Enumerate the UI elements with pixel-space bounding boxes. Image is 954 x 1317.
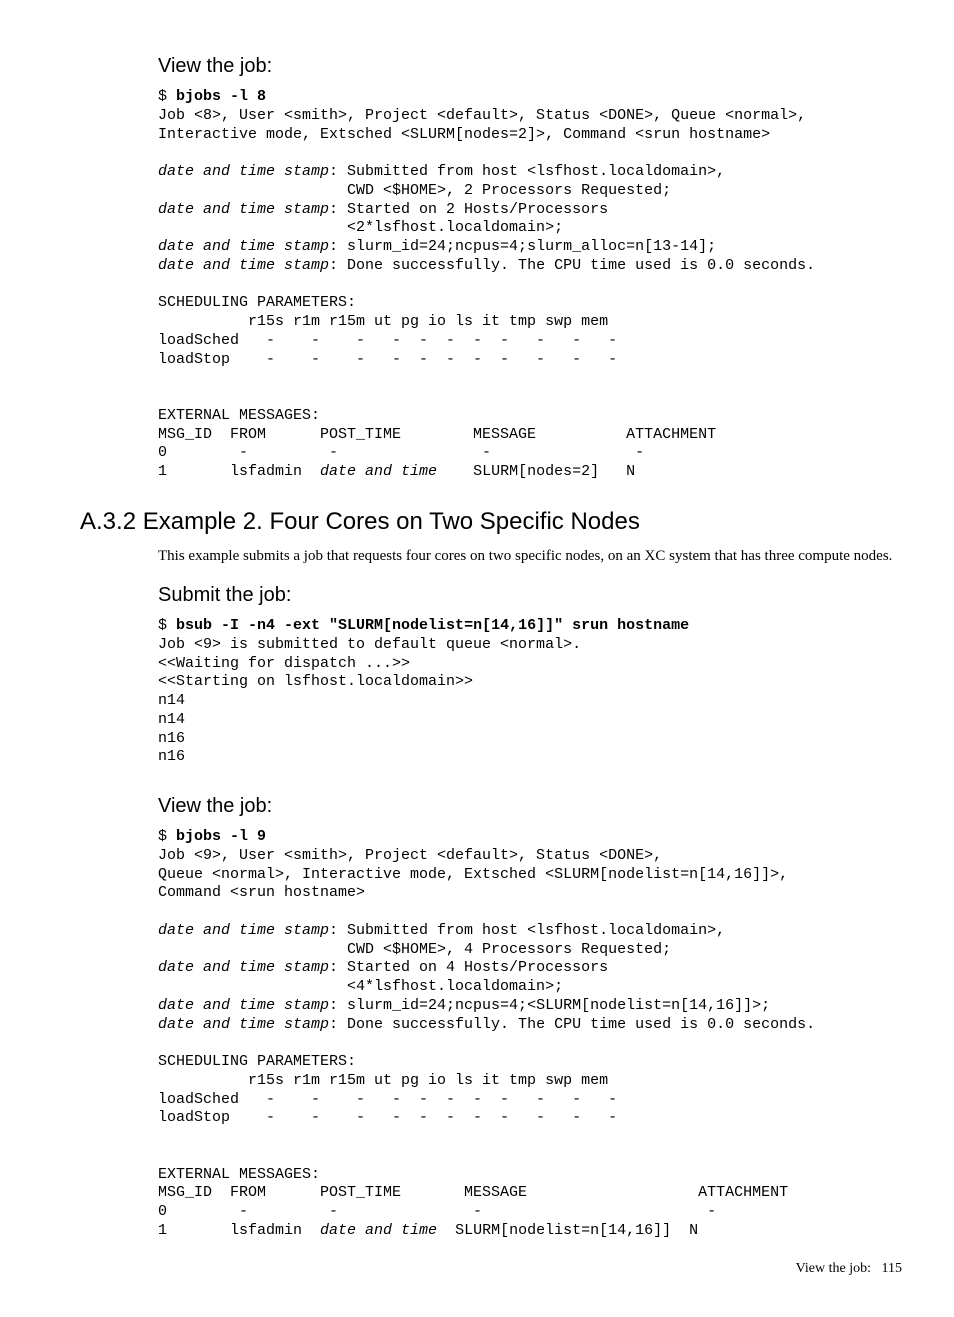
section-paragraph: This example submits a job that requests…: [158, 546, 898, 566]
view-job-heading-2: View the job:: [158, 795, 906, 818]
submit-job-heading: Submit the job:: [158, 584, 906, 607]
bjobs-output-2: $ bjobs -l 9 Job <9>, User <smith>, Proj…: [158, 828, 906, 1241]
page-footer: View the job: 115: [48, 1261, 906, 1277]
view-job-heading-1: View the job:: [158, 55, 906, 78]
footer-page-number: 115: [882, 1261, 902, 1276]
section-heading: A.3.2 Example 2. Four Cores on Two Speci…: [80, 508, 906, 536]
footer-section-label: View the job:: [796, 1261, 871, 1276]
section-title-text: Example 2. Four Cores on Two Specific No…: [143, 508, 640, 535]
bsub-output: $ bsub -I -n4 -ext "SLURM[nodelist=n[14,…: [158, 617, 906, 767]
section-number: A.3.2: [80, 508, 136, 535]
bjobs-output-1: $ bjobs -l 8 Job <8>, User <smith>, Proj…: [158, 88, 906, 482]
